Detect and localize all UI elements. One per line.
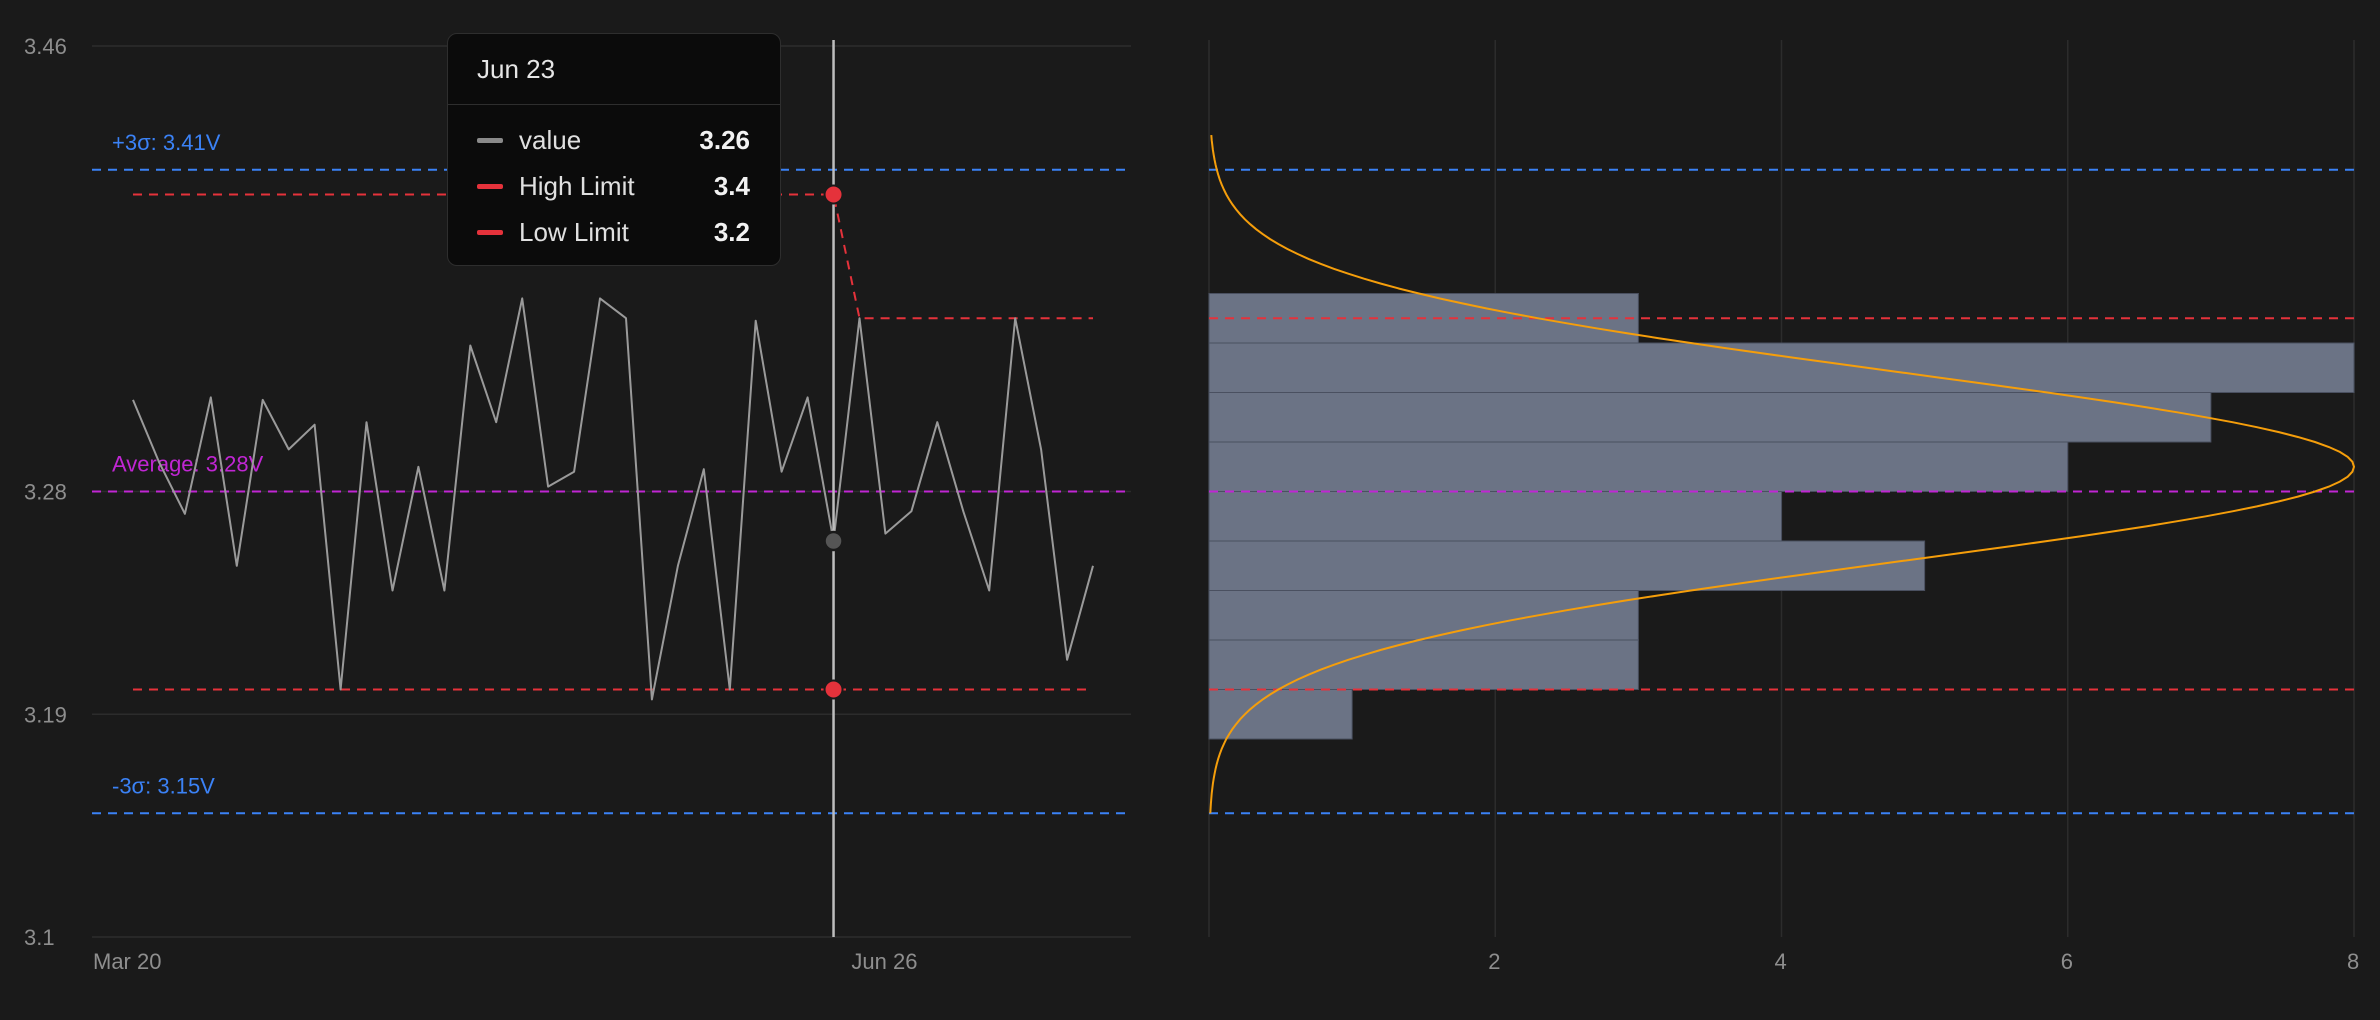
high-limit-hover-point [823, 184, 844, 205]
tooltip-rows: value 3.26 High Limit 3.4 Low Limit 3.2 [448, 105, 780, 255]
x-tick-label: Mar 20 [93, 949, 161, 974]
normal-distribution-curve [1209, 135, 2356, 814]
reference-label: +3σ: 3.41V [112, 130, 221, 155]
high-limit-swatch [477, 184, 503, 189]
reference-label: Average: 3.28V [112, 452, 264, 477]
value-series-line [132, 297, 1094, 701]
low-limit-swatch [477, 230, 503, 235]
low-limit-hover-point [823, 679, 844, 700]
histogram-bar [1208, 540, 1926, 591]
tooltip-row-value-number: 3.4 [713, 171, 750, 201]
histogram-bar [1208, 392, 2212, 443]
tooltip-row-label: Low Limit [519, 217, 629, 247]
y-tick-label: 3.28 [24, 480, 67, 505]
tooltip-row-high-limit: High Limit 3.4 [448, 163, 780, 209]
histogram-bar [1208, 491, 1782, 542]
reference-label: -3σ: 3.15V [112, 773, 215, 798]
y-tick-label: 3.19 [24, 702, 67, 727]
tooltip-row-value-number: 3.2 [713, 217, 750, 247]
tooltip-row-label: value [519, 125, 582, 155]
tooltip-row-low-limit: Low Limit 3.2 [448, 209, 780, 255]
x-tick-label: 2 [1488, 949, 1500, 974]
tooltip-row-label: High Limit [519, 171, 635, 201]
x-tick-label: 8 [2347, 949, 2359, 974]
hover-tooltip: Jun 23 value 3.26 High Limit 3.4 Low Lim… [447, 33, 781, 266]
tooltip-row-value: value 3.26 [448, 117, 780, 163]
histogram-bar [1208, 342, 2355, 393]
y-tick-label: 3.46 [24, 34, 67, 59]
tooltip-row-value-number: 3.26 [699, 125, 750, 155]
value-swatch [477, 138, 503, 143]
y-tick-label: 3.1 [24, 925, 55, 950]
histogram-bar [1208, 441, 2069, 492]
histogram-bar [1208, 590, 1639, 641]
x-tick-label: Jun 26 [851, 949, 917, 974]
value-hover-point [823, 530, 844, 552]
x-tick-label: 4 [1775, 949, 1787, 974]
tooltip-date: Jun 23 [448, 34, 780, 105]
histogram-bar [1208, 639, 1639, 690]
x-tick-label: 6 [2061, 949, 2073, 974]
